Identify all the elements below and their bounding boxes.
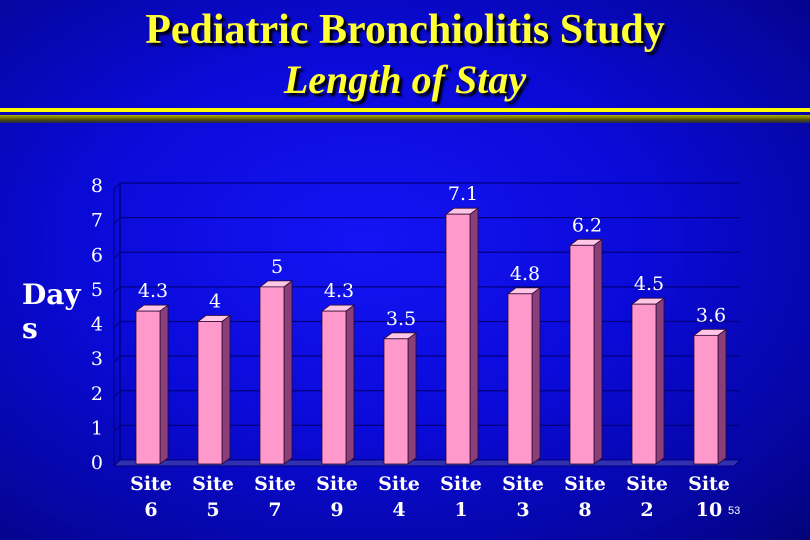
y-axis-label: Day s (22, 278, 82, 346)
bar-side (283, 280, 293, 465)
bar (383, 338, 409, 465)
bar (569, 244, 595, 465)
data-label: 4.8 (510, 263, 540, 285)
bar-side (159, 304, 169, 465)
x-tick-label: Site (688, 473, 730, 495)
x-tick-label: 8 (578, 499, 591, 521)
x-tick-label: 7 (268, 499, 281, 521)
x-tick-label: Site (564, 473, 606, 495)
data-label: 7.1 (448, 183, 478, 205)
x-tick-label: 5 (206, 499, 219, 521)
bar (507, 293, 533, 465)
bar-side (655, 297, 665, 465)
y-axis-label-line: Day (22, 278, 81, 311)
bar (197, 321, 223, 465)
bar (321, 310, 347, 465)
bar (445, 213, 471, 465)
bar (259, 286, 285, 465)
x-tick-label: 9 (330, 499, 343, 521)
x-tick-label: 1 (454, 499, 467, 521)
x-tick-label: Site (378, 473, 420, 495)
y-tick-label: 0 (91, 452, 103, 474)
x-tick-label: 4 (392, 499, 405, 521)
x-tick-label: Site (440, 473, 482, 495)
x-tick-label: Site (316, 473, 358, 495)
y-tick-label: 5 (91, 279, 103, 301)
bar (135, 310, 161, 465)
data-label: 3.5 (386, 308, 416, 330)
data-label: 4.3 (324, 280, 354, 302)
y-tick-label: 4 (91, 314, 103, 336)
data-label: 6.2 (572, 214, 602, 236)
bar-side (407, 332, 417, 465)
data-label: 4.3 (138, 280, 168, 302)
y-tick-label: 2 (91, 383, 103, 405)
bar-side (717, 328, 727, 465)
page-number: 53 (728, 505, 741, 517)
gridline-side (113, 286, 121, 294)
gridline-side (113, 217, 121, 224)
x-tick-label: Site (130, 473, 172, 495)
data-label: 4.5 (634, 273, 664, 295)
title-divider-bottom (0, 115, 810, 123)
x-tick-label: Site (254, 473, 296, 495)
gridline-side (113, 390, 121, 398)
bar-side (531, 286, 541, 465)
x-tick-label: Site (192, 473, 234, 495)
gridline-side (113, 355, 121, 363)
x-tick-label: 10 (696, 499, 722, 521)
gridline-side (113, 251, 121, 259)
x-tick-label: 6 (144, 499, 157, 521)
bar (631, 303, 657, 465)
y-tick-label: 7 (91, 210, 103, 232)
data-label: 3.6 (696, 304, 726, 326)
y-axis-label-line: s (22, 312, 38, 345)
x-tick-label: 2 (640, 499, 653, 521)
data-label: 4 (209, 291, 221, 313)
gridline-side (113, 321, 121, 328)
x-tick-label: Site (502, 473, 544, 495)
bar-side (469, 207, 479, 465)
y-tick-label: 3 (91, 348, 103, 370)
y-tick-label: 6 (91, 244, 103, 266)
x-tick-label: Site (626, 473, 668, 495)
title-divider-top (0, 108, 810, 112)
bar-side (345, 304, 355, 465)
y-tick-label: 8 (91, 175, 103, 197)
gridline-side (113, 425, 121, 432)
y-tick-label: 1 (91, 417, 103, 439)
slide-title: Pediatric Bronchiolitis Study (145, 7, 665, 53)
slide-subtitle: Length of Stay (283, 57, 527, 102)
bar (693, 334, 719, 465)
data-label: 5 (271, 256, 283, 278)
bar-side (221, 314, 231, 465)
gridline-side (113, 182, 121, 190)
bar-side (593, 238, 603, 465)
x-tick-label: 3 (516, 499, 529, 521)
